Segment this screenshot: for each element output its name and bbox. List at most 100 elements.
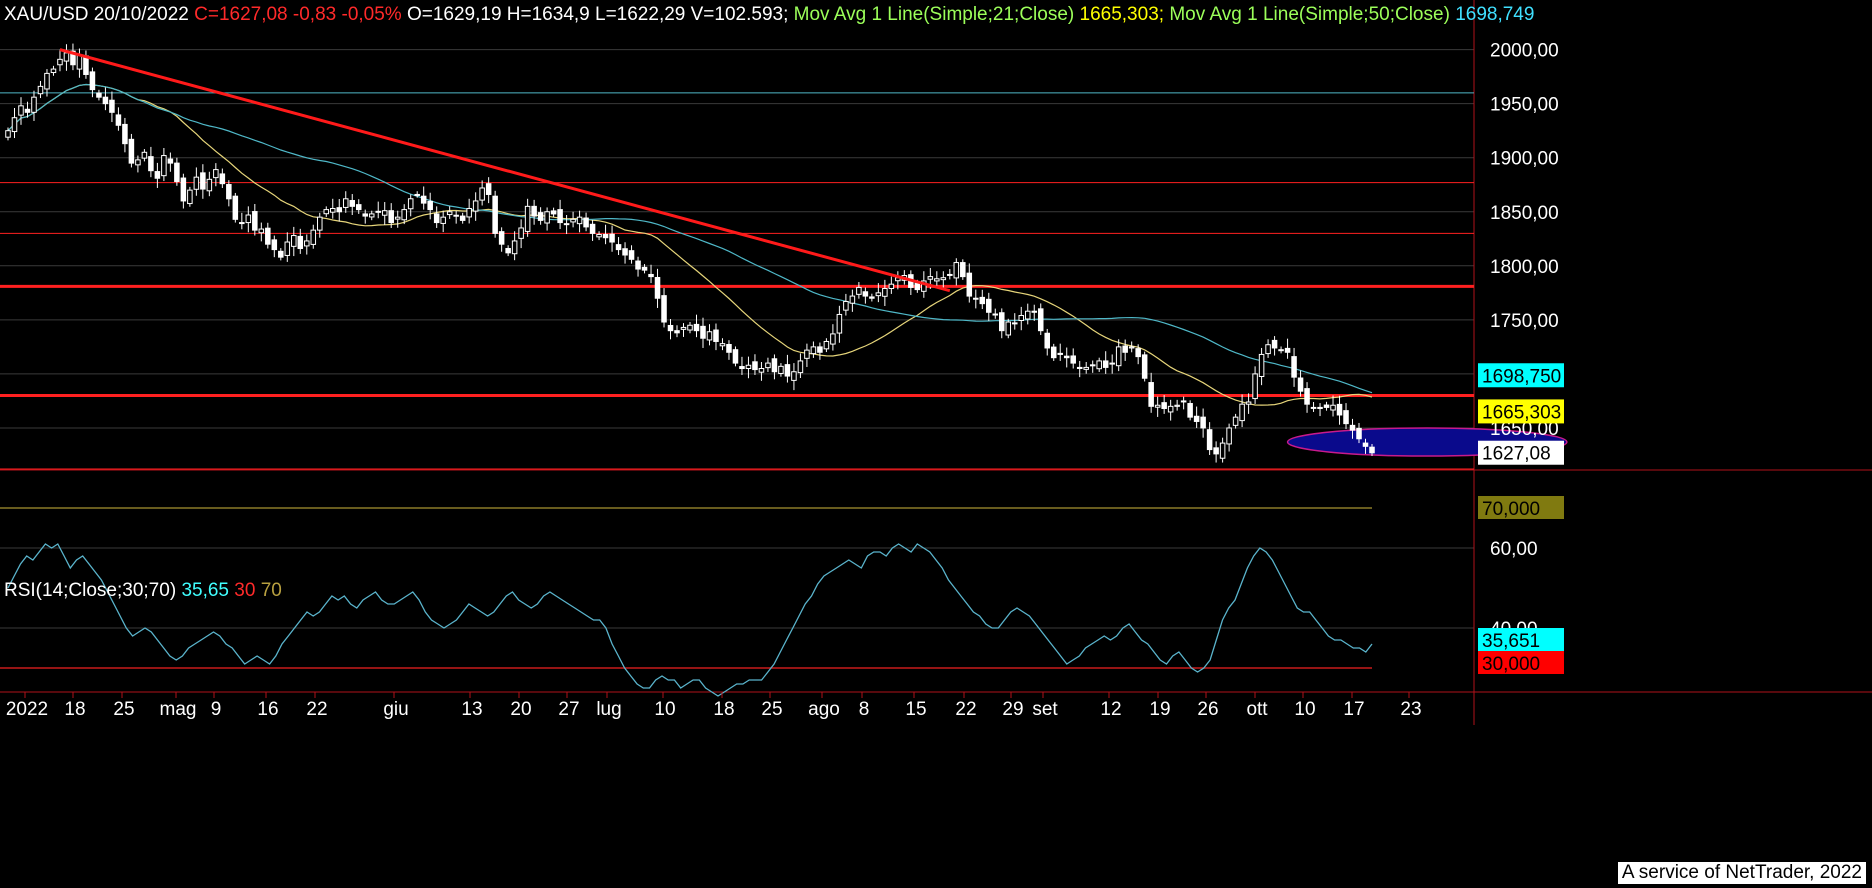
candle-down	[979, 296, 986, 305]
chart-header: XAU/USD 20/10/2022 C=1627,08 -0,83 -0,05…	[4, 4, 1534, 26]
time-axis: 2022 18 25 mag 9 16 22 giu 13 20 27 lug 10 18 25 ago 8 15…	[6, 692, 1422, 720]
time-tick-label: set	[1032, 699, 1058, 720]
time-tick-label: 25	[113, 699, 134, 720]
candle-down	[252, 211, 258, 231]
candle-down	[1213, 447, 1219, 455]
candle-down	[557, 209, 563, 224]
candle-up	[31, 96, 37, 113]
rsi-tick-label: 60,00	[1490, 539, 1538, 560]
time-tick-label: 29	[1002, 699, 1023, 720]
candle-up	[1265, 344, 1271, 355]
candle-up	[368, 213, 375, 218]
time-tick-label: 25	[761, 699, 782, 720]
candle-down	[1122, 345, 1128, 353]
candle-down	[700, 325, 706, 339]
candle-down	[817, 346, 823, 353]
candle-up	[401, 209, 407, 221]
candle-down	[336, 207, 343, 213]
candle-up	[381, 210, 388, 216]
candle-down	[167, 158, 174, 164]
candle-up	[888, 283, 895, 290]
candle-down	[999, 312, 1005, 332]
candle-down	[24, 108, 31, 113]
rsi-tag-label: 70,000	[1482, 499, 1540, 520]
candle-up	[407, 198, 414, 210]
price-tick-label: 2000,00	[1490, 41, 1559, 62]
candle-down	[752, 361, 758, 371]
time-tick-label: 19	[1149, 699, 1170, 720]
candle-up	[141, 151, 148, 159]
candle-down	[128, 138, 135, 164]
candle-up	[518, 227, 524, 239]
candle-down	[1070, 355, 1076, 364]
candle-down	[1284, 347, 1291, 353]
candle-down	[1076, 366, 1083, 369]
candle-down	[622, 248, 628, 256]
candle-down	[1362, 442, 1369, 447]
candle-up	[1310, 406, 1317, 409]
candle-up	[1167, 405, 1174, 413]
rsi-value: 35,65	[181, 580, 229, 601]
candle-up	[1096, 360, 1102, 370]
time-tick-label: giu	[383, 699, 408, 720]
candle-up	[193, 176, 200, 190]
candle-down	[505, 248, 511, 254]
time-tick-label: ott	[1246, 699, 1268, 720]
candle-down	[355, 204, 362, 211]
rsi-header: RSI(14;Close;30;70) 35,65 30 70	[4, 580, 282, 602]
candle-down	[1356, 427, 1362, 440]
rsi-panel	[0, 507, 1373, 697]
candle-up	[446, 211, 453, 216]
moving-average-lines	[7, 83, 1373, 406]
candle-up	[1154, 404, 1161, 408]
rsi-tag-box	[1478, 496, 1564, 519]
candle-down	[537, 212, 544, 221]
price-tag-box	[1478, 363, 1564, 388]
time-tick-label: 2022	[6, 699, 48, 720]
candle-down	[459, 215, 466, 221]
candle-down	[154, 171, 161, 179]
candle-down	[200, 172, 206, 190]
candle-up	[1232, 416, 1239, 426]
rsi-tag-box	[1478, 628, 1564, 651]
symbol-date: XAU/USD 20/10/2022	[4, 4, 189, 25]
candle-up	[563, 223, 570, 226]
candle-down	[1206, 429, 1213, 451]
candle-up	[1258, 353, 1265, 377]
candle-up	[804, 349, 810, 359]
candle-down	[771, 358, 778, 373]
candle-down	[615, 244, 622, 251]
candle-down	[485, 183, 492, 195]
candle-up	[239, 222, 245, 225]
candle-down	[122, 123, 128, 145]
candle-down	[635, 260, 641, 270]
candle-up	[524, 205, 531, 232]
ma21-line	[7, 83, 1373, 406]
candle-down	[70, 50, 76, 66]
candle-down	[531, 205, 537, 217]
candle-down	[265, 227, 271, 245]
candle-down	[589, 223, 596, 234]
price-tick-label: 1800,00	[1490, 257, 1559, 278]
candle-down	[732, 349, 739, 364]
candle-up	[57, 58, 63, 66]
trendline-layer	[59, 48, 951, 293]
candle-down	[550, 210, 557, 215]
candle-up	[291, 235, 297, 247]
candle-up	[843, 300, 849, 311]
candle-up	[317, 216, 323, 231]
time-tick-label: 13	[461, 699, 482, 720]
time-tick-label: lug	[596, 699, 621, 720]
candle-up	[5, 130, 11, 138]
candle-down	[1369, 446, 1375, 454]
candle-down	[1193, 415, 1200, 422]
candle-down	[349, 200, 356, 207]
candle-down	[609, 233, 615, 243]
candle-down	[219, 173, 226, 185]
candle-down	[1161, 402, 1167, 409]
candle-up	[570, 218, 576, 223]
candle-up	[50, 68, 57, 74]
candle-down	[388, 210, 394, 224]
price-tick-label: 1750,00	[1490, 311, 1559, 332]
candle-down	[1089, 364, 1096, 367]
